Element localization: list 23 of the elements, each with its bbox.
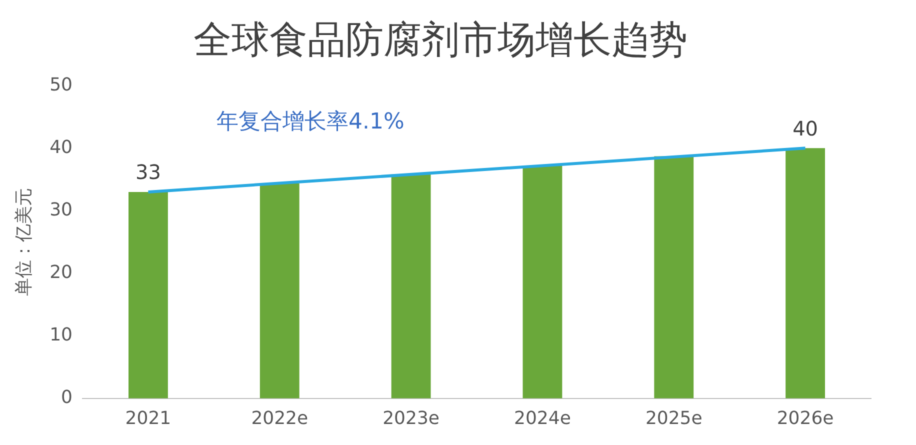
- bar: [786, 148, 826, 398]
- x-tick-label: 2021: [125, 408, 172, 429]
- y-axis-title: 单位：亿美元: [13, 188, 34, 296]
- data-label: 40: [792, 116, 818, 140]
- x-tick-label: 2023e: [382, 408, 440, 429]
- bar: [522, 166, 562, 398]
- bar: [391, 174, 431, 398]
- y-tick-label: 50: [50, 74, 73, 96]
- y-tick-label: 10: [50, 324, 73, 346]
- y-tick-label: 0: [61, 387, 73, 408]
- y-tick-label: 40: [50, 136, 73, 158]
- annotation: 年复合增长率4.1%: [216, 109, 404, 134]
- chart-title: 全球食品防腐剂市场增长趋势: [194, 18, 688, 62]
- bar: [654, 156, 694, 398]
- y-tick-label: 20: [50, 262, 73, 283]
- data-label: 33: [135, 160, 161, 184]
- x-tick-label: 2025e: [645, 408, 702, 429]
- x-tick-label: 2024e: [514, 408, 571, 429]
- y-tick-label: 30: [50, 199, 73, 220]
- bar: [260, 183, 300, 398]
- x-tick-label: 2022e: [251, 408, 308, 429]
- bar: [128, 192, 168, 398]
- x-tick-label: 2026e: [776, 408, 834, 429]
